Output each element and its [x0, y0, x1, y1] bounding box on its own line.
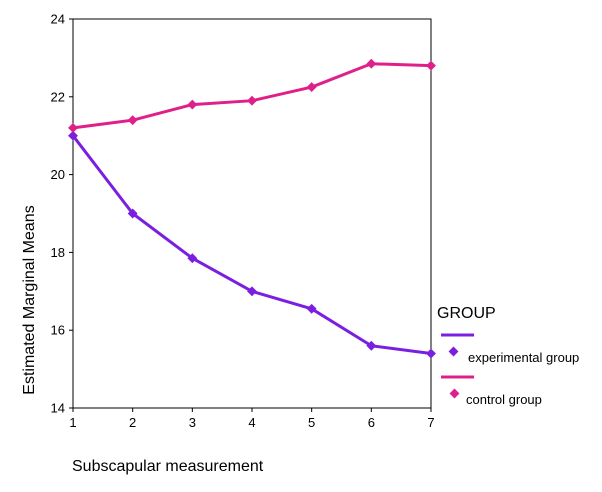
y-axis-title: Estimated Marginal Means: [21, 205, 38, 394]
legend: GROUP experimental group control group: [437, 305, 579, 407]
y-axis-ticks: 14 16 18 20 22 24: [51, 12, 73, 416]
x-tick-label: 3: [189, 415, 196, 430]
x-tick-label: 5: [308, 415, 315, 430]
data-point-experimental-group-6: [366, 340, 377, 351]
x-tick-label: 2: [129, 415, 136, 430]
data-point-experimental-group-7: [426, 348, 436, 359]
series-line-experimental-group: [71, 134, 433, 356]
x-axis-title: Subscapular measurement: [72, 458, 264, 475]
y-tick-label: 14: [51, 401, 65, 416]
y-tick-label: 16: [51, 323, 65, 338]
data-point-experimental-group-2: [127, 208, 138, 219]
data-point-control-group-2: [127, 115, 138, 126]
data-point-control-group-5: [306, 82, 317, 93]
legend-title: GROUP: [437, 305, 496, 322]
data-point-control-group-1: [68, 122, 78, 133]
y-tick-label: 18: [51, 245, 65, 260]
x-axis-ticks: 1 2 3 4 5 6 7: [69, 408, 435, 430]
data-point-experimental-group-1: [68, 130, 78, 141]
y-tick-label: 24: [51, 12, 65, 27]
legend-label-experimental: experimental group: [468, 350, 579, 365]
legend-label-control: control group: [466, 392, 542, 407]
series-layer: [68, 58, 436, 359]
data-point-control-group-3: [187, 99, 198, 110]
x-tick-label: 1: [69, 415, 76, 430]
legend-marker-experimental: [448, 346, 459, 357]
x-tick-label: 7: [427, 415, 434, 430]
y-tick-label: 20: [51, 167, 65, 182]
data-point-experimental-group-5: [306, 303, 317, 314]
data-point-control-group-7: [426, 60, 436, 71]
plot-frame: [72, 18, 432, 409]
legend-marker-control: [449, 388, 460, 399]
y-tick-label: 22: [51, 89, 65, 104]
data-point-control-group-4: [247, 95, 257, 106]
data-point-control-group-6: [366, 58, 377, 69]
data-point-experimental-group-4: [247, 286, 257, 297]
x-tick-label: 6: [368, 415, 375, 430]
x-tick-label: 4: [248, 415, 255, 430]
